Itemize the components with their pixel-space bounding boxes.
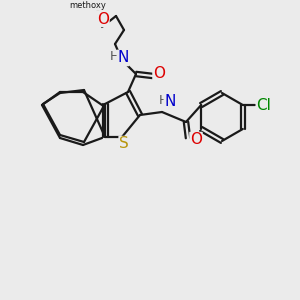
Text: S: S (119, 136, 129, 152)
Text: O: O (190, 133, 202, 148)
Text: N: N (117, 50, 129, 65)
Text: Cl: Cl (256, 98, 271, 112)
Text: N: N (164, 94, 176, 110)
Text: methoxy: methoxy (70, 2, 106, 10)
Text: H: H (109, 50, 119, 64)
Text: O: O (97, 11, 109, 26)
Text: O: O (153, 67, 165, 82)
Text: H: H (158, 94, 168, 107)
